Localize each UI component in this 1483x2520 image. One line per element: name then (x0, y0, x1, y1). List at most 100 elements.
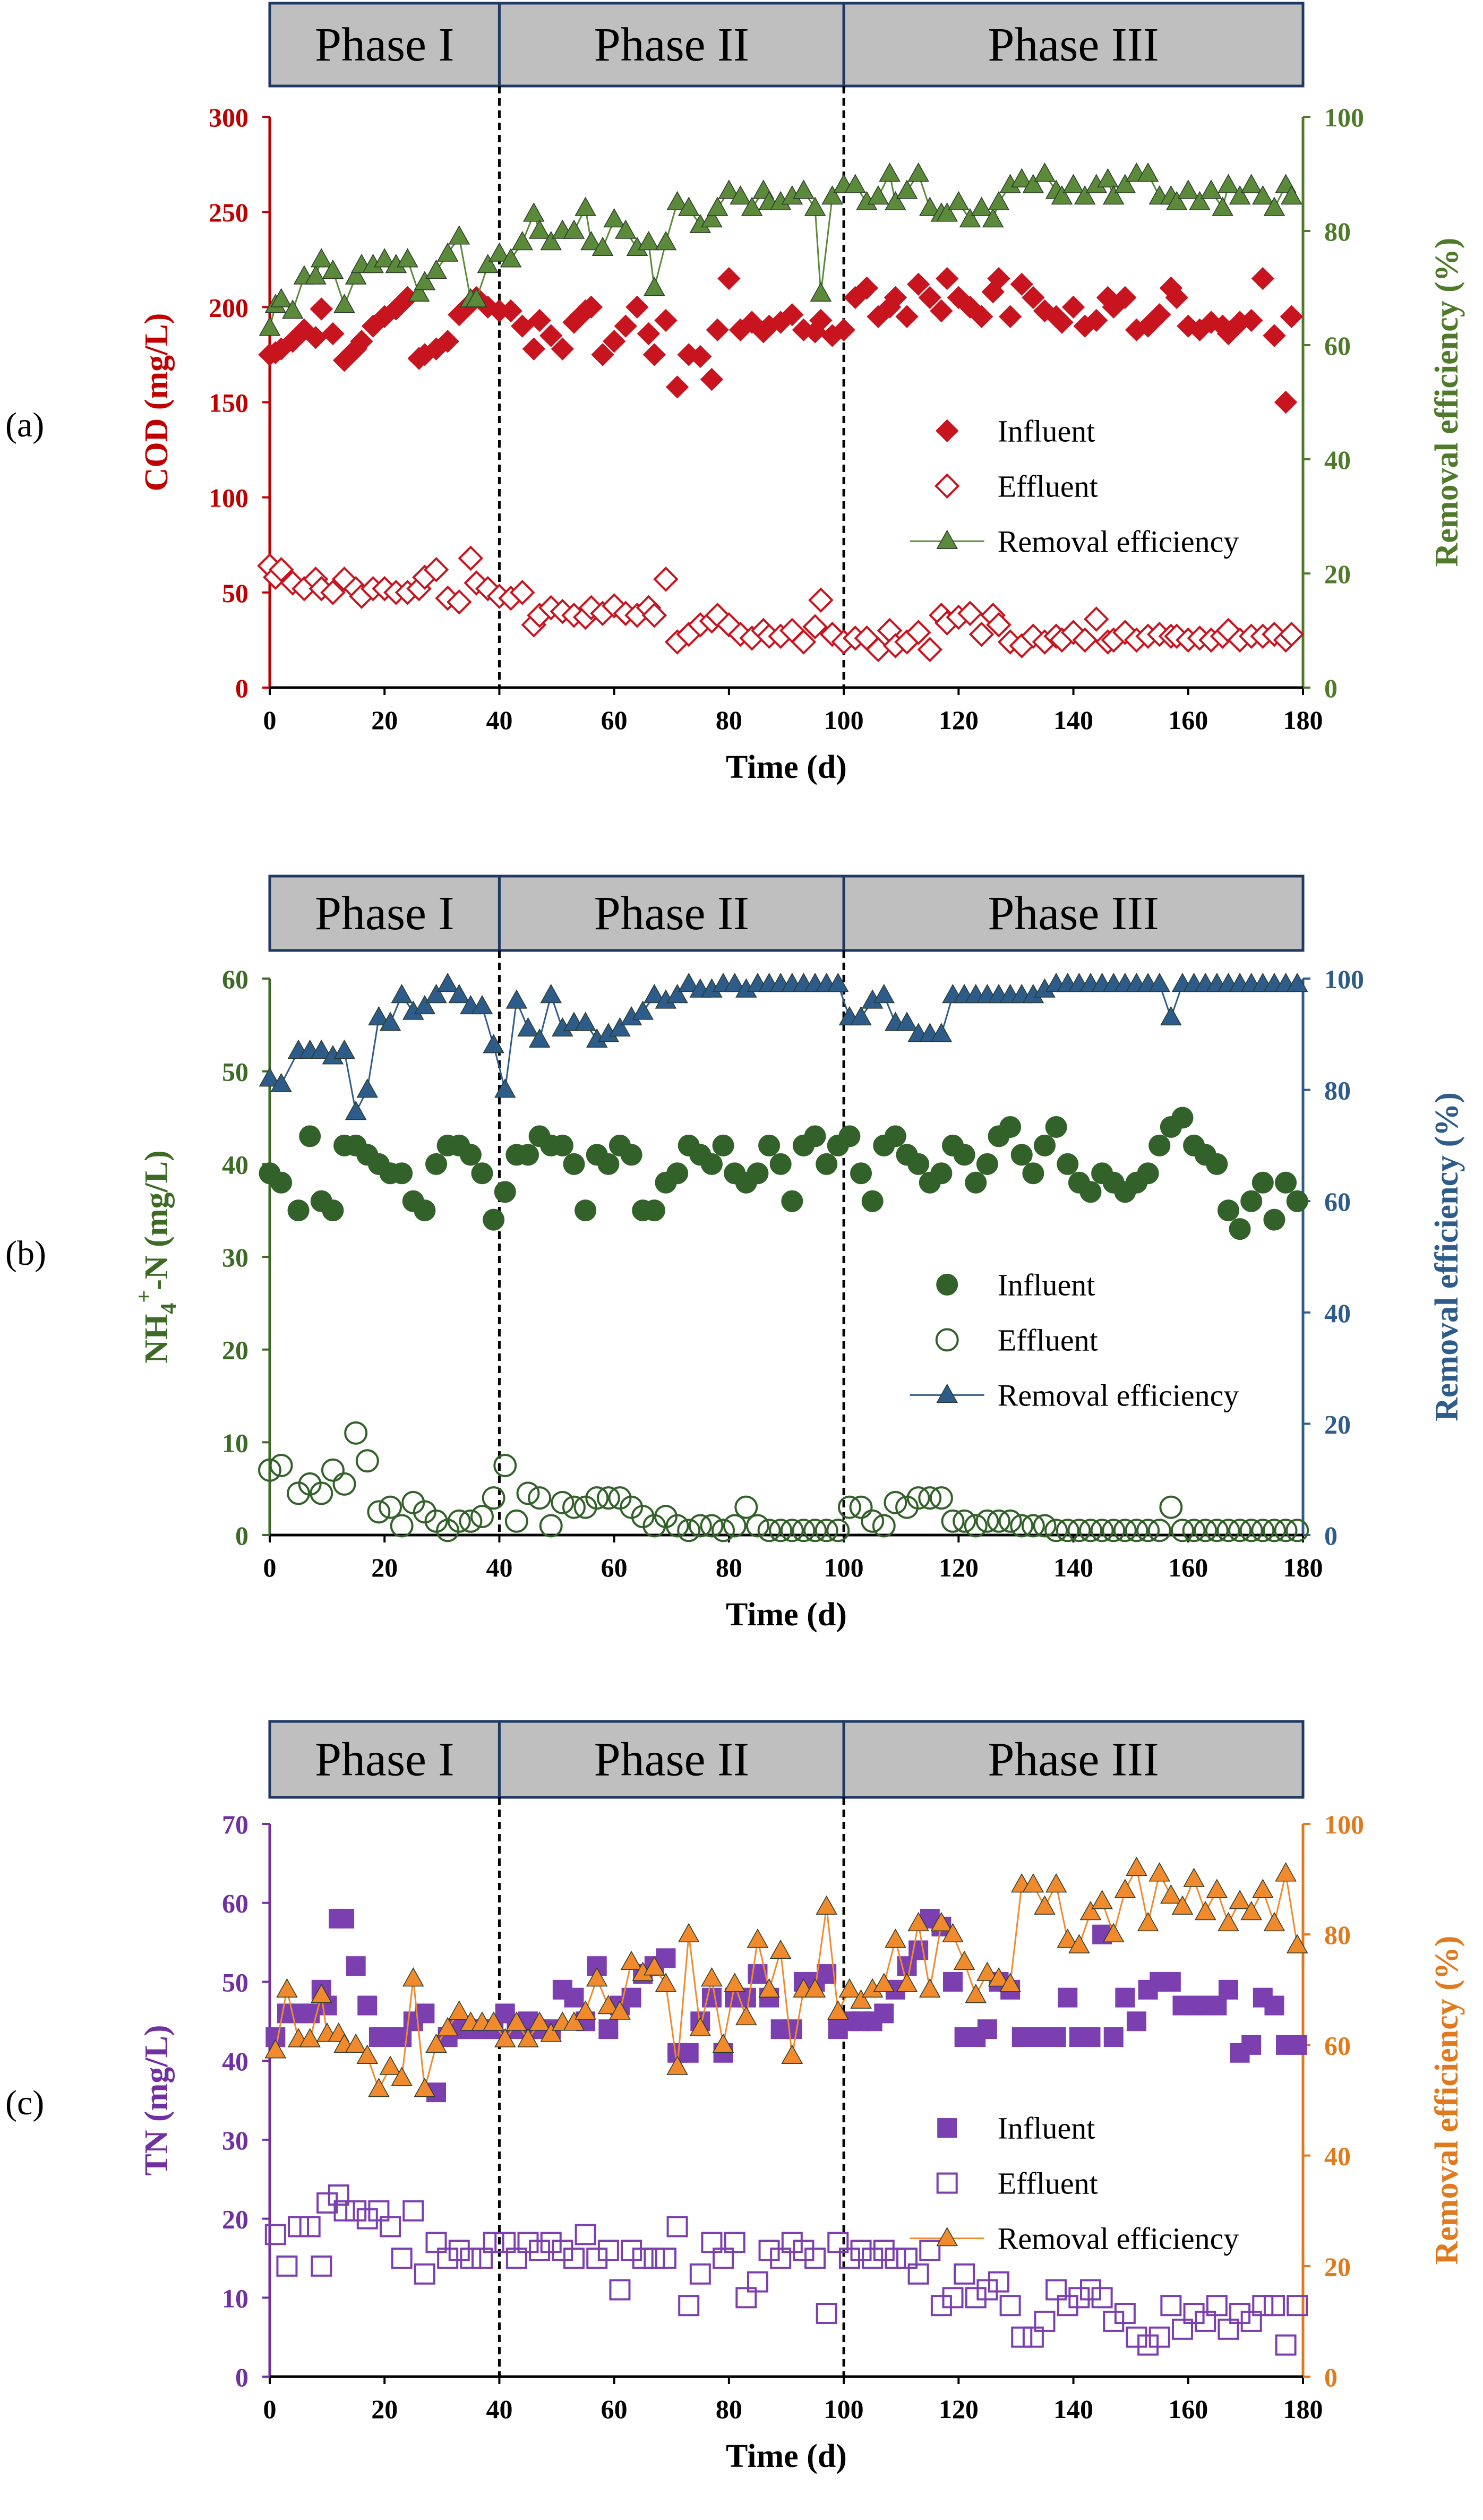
data-point (504, 1509, 528, 1533)
y-right-tick-label: 60 (1324, 331, 1351, 361)
y-right-tick-label: 100 (1324, 1810, 1364, 1839)
data-point (1200, 179, 1222, 199)
data-point (477, 253, 499, 273)
data-point (850, 1162, 872, 1185)
data-point (874, 2003, 894, 2024)
series-removal-efficiency (264, 1856, 1308, 2097)
y-right-tick-label: 0 (1324, 2362, 1338, 2392)
legend-marker (936, 1383, 958, 1403)
data-point (1022, 1162, 1044, 1185)
data-point (311, 248, 332, 268)
data-point (579, 295, 603, 319)
data-point (844, 174, 867, 193)
y-right-tick-label: 80 (1324, 1920, 1351, 1950)
y-right-tick-label: 100 (1324, 964, 1364, 994)
data-point (1148, 2326, 1170, 2348)
data-point (529, 2240, 551, 2261)
data-point (539, 1514, 563, 1538)
data-point (602, 330, 626, 353)
data-point (1126, 2011, 1146, 2032)
data-point (689, 345, 712, 368)
data-point (936, 267, 959, 290)
data-point (706, 196, 728, 216)
data-point (551, 1134, 573, 1156)
data-point (816, 1895, 837, 1915)
data-point (1241, 2035, 1262, 2055)
data-point (1079, 1181, 1102, 1203)
data-point (712, 2033, 734, 2053)
data-point (885, 2247, 906, 2269)
data-point (896, 2247, 918, 2269)
data-point (953, 1509, 976, 1533)
data-point (678, 196, 700, 216)
data-point (1010, 1514, 1034, 1538)
data-point (905, 620, 931, 645)
panel-label: (c) (5, 2084, 44, 2122)
y-right-tick-label: 40 (1324, 2141, 1351, 2171)
data-point (299, 2216, 321, 2238)
phase-box (498, 875, 845, 952)
data-point (781, 303, 804, 327)
data-point (757, 1519, 781, 1542)
data-point (1285, 1519, 1309, 1542)
data-point (816, 1153, 838, 1175)
data-point (402, 1967, 424, 1987)
data-point (1194, 1519, 1218, 1542)
data-point (597, 1994, 620, 2015)
x-axis-title: Time (d) (726, 749, 847, 785)
data-point (397, 248, 418, 268)
data-point (540, 230, 562, 251)
legend: Influent Effluent Removal efficiency (910, 1267, 1239, 1412)
data-point (344, 1421, 368, 1445)
series-influent (258, 267, 1304, 414)
data-point (821, 185, 843, 205)
data-point (826, 1519, 850, 1542)
legend-label: Influent (998, 1267, 1095, 1302)
data-point (730, 185, 751, 205)
data-point (1045, 2279, 1067, 2301)
data-point (379, 2055, 401, 2075)
phase-label: Phase I (315, 887, 454, 940)
data-point (523, 202, 545, 222)
data-point (809, 308, 833, 332)
data-point (850, 1006, 872, 1026)
data-point (268, 557, 294, 582)
data-point (350, 330, 373, 353)
legend: Influent Effluent Removal efficiency (910, 2111, 1239, 2256)
data-point (678, 2295, 700, 2317)
y-left-title-sup: + (132, 1290, 157, 1303)
y-right-tick-label: 80 (1324, 1076, 1351, 1105)
data-point (1079, 1901, 1102, 1921)
data-point (1010, 1144, 1033, 1166)
x-tick-label: 40 (486, 2394, 512, 2424)
y-left-tick-label: 150 (209, 388, 248, 418)
phase-box (842, 875, 1305, 952)
data-point (472, 2247, 493, 2269)
data-point (769, 1153, 792, 1175)
data-point (712, 1134, 734, 1156)
data-point (855, 276, 879, 300)
panel-label: (b) (5, 1234, 46, 1273)
series-effluent (258, 1421, 1309, 1542)
data-point (425, 983, 447, 1004)
data-point (770, 2247, 792, 2269)
data-point (1161, 1972, 1181, 1992)
data-point (333, 1039, 355, 1059)
data-point (355, 1449, 379, 1473)
data-point (357, 1995, 378, 2016)
data-point (346, 1956, 366, 1976)
x-tick-label: 140 (1053, 1553, 1093, 1582)
data-point (666, 2216, 688, 2238)
data-point (540, 2022, 562, 2042)
data-point (655, 2247, 676, 2269)
data-point (488, 242, 510, 262)
legend-label: Removal efficiency (998, 524, 1239, 559)
data-point (644, 1956, 665, 1976)
data-point (483, 2232, 504, 2253)
data-point (311, 2255, 332, 2277)
legend-marker (936, 2172, 958, 2194)
data-point (1251, 1519, 1275, 1542)
data-point (447, 1509, 471, 1533)
legend-label: Influent (998, 2111, 1095, 2146)
data-point (1160, 2295, 1182, 2317)
